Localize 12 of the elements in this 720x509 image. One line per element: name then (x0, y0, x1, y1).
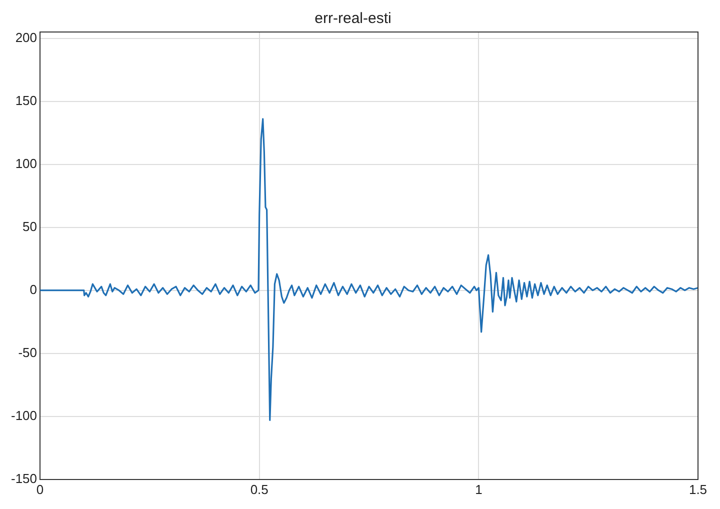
x-tick-label: 1.5 (688, 482, 708, 497)
y-tick-label: 50 (22, 218, 38, 234)
y-tick-label: -150 (10, 470, 38, 486)
y-tick-label: 150 (15, 92, 38, 108)
y-tick-label: 100 (15, 156, 38, 171)
chart-title: err-real-esti (314, 10, 392, 28)
x-tick-label: 1 (475, 482, 482, 497)
y-tick-label: -100 (10, 408, 38, 423)
y-tick-label: -50 (18, 344, 38, 360)
y-tick-label: 0 (30, 282, 38, 297)
x-tick-label: 0.5 (250, 482, 268, 497)
y-tick-label: 200 (15, 30, 38, 45)
